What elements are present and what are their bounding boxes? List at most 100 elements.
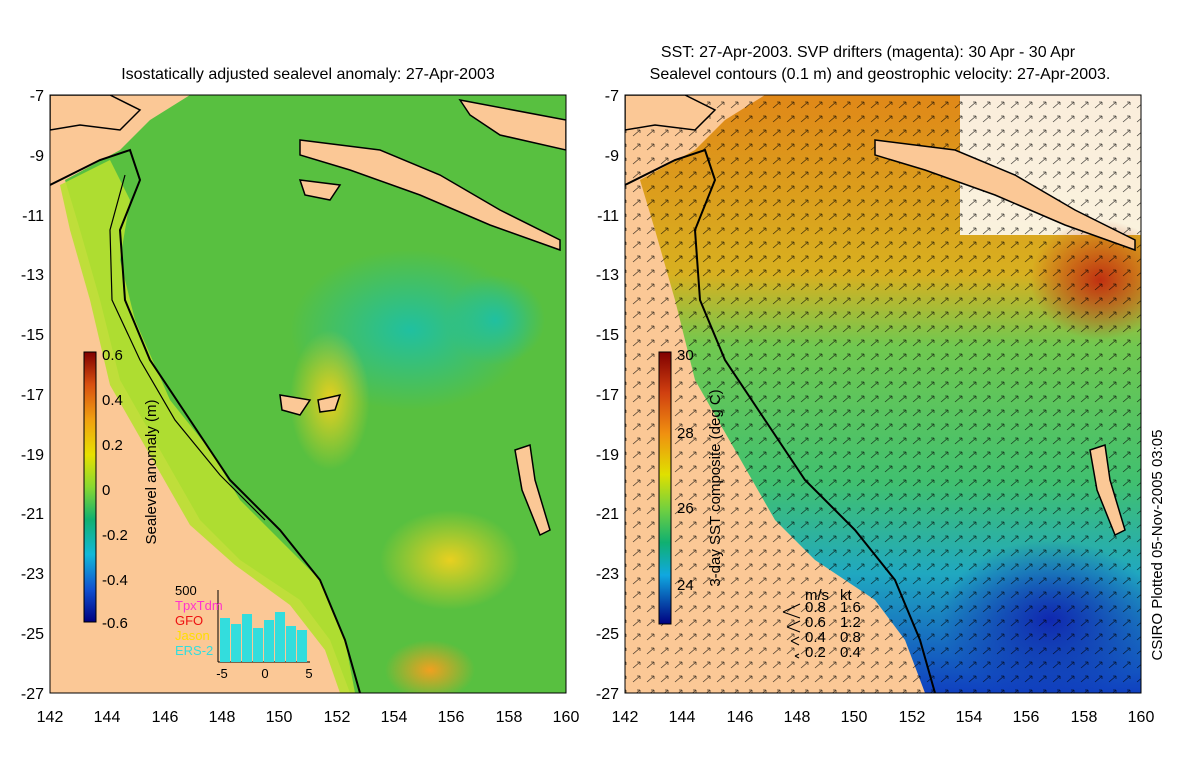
lat-tick: -19 — [21, 447, 44, 464]
lat-tick: -19 — [596, 447, 619, 464]
lat-tick: -15 — [21, 327, 44, 344]
island-solomons — [458, 98, 566, 151]
velocity-header-kt: kt — [840, 587, 853, 604]
sla-colorbar-gradient — [83, 351, 97, 623]
lon-tick: 150 — [841, 709, 868, 726]
lon-tick: 158 — [496, 709, 523, 726]
sst-panel-title-line1: SST: 27-Apr-2003. SVP drifters (magenta)… — [661, 44, 1076, 61]
histogram-y-max: 500 — [175, 583, 197, 598]
sla-colorbar-label: Sealevel anomaly (m) — [143, 399, 160, 544]
satellite-legend: TpxTdm GFO Jason ERS-2 — [175, 598, 223, 658]
island — [317, 393, 342, 413]
island — [298, 179, 342, 201]
legend-jason: Jason — [175, 628, 210, 643]
sst-map-area — [625, 95, 1141, 693]
land-png — [50, 95, 142, 131]
velocity-ms: 0.2 — [805, 644, 826, 661]
histogram-x-tick: 5 — [305, 666, 312, 681]
legend-gfo: GFO — [175, 613, 203, 628]
sst-lat-axis: -7 -9 -11 -13 -15 -17 -19 -21 -23 -25 -2… — [596, 88, 619, 703]
velocity-kt: 1.6 — [840, 599, 861, 616]
lat-tick: -7 — [605, 88, 619, 105]
lon-tick: 144 — [669, 709, 696, 726]
colorbar-tick: 28 — [677, 425, 694, 442]
island-new-caledonia — [514, 444, 551, 537]
lon-tick: 160 — [553, 709, 580, 726]
lat-tick: -23 — [596, 566, 619, 583]
velocity-arrow-icon — [786, 620, 801, 633]
lon-tick: 158 — [1071, 709, 1098, 726]
colorbar-tick: 26 — [677, 500, 694, 517]
sla-map-panel: Isostatically adjusted sealevel anomaly:… — [21, 66, 580, 726]
lon-tick: 160 — [1128, 709, 1155, 726]
sla-shelf-field — [60, 160, 355, 693]
velocity-arrow-icon — [790, 636, 800, 646]
sla-low-anomaly — [445, 275, 545, 365]
lon-tick: 142 — [37, 709, 64, 726]
histogram-bar — [275, 612, 285, 662]
histogram-bar — [264, 620, 274, 662]
lat-tick: -21 — [21, 506, 44, 523]
island — [279, 394, 312, 416]
colorbar-tick: 0 — [102, 482, 110, 499]
sla-lon-axis: 142 144 146 148 150 152 154 156 158 160 — [37, 709, 580, 726]
geostrophic-velocity-vectors — [625, 95, 1141, 693]
colorbar-tick: 30 — [677, 347, 694, 364]
histogram-x-tick: 0 — [261, 666, 268, 681]
velocity-arrow-icon — [794, 653, 800, 659]
sst-map-frame — [624, 94, 1142, 694]
lat-tick: -17 — [596, 387, 619, 404]
sla-high-anomaly — [380, 510, 520, 610]
island-new-caledonia — [1089, 444, 1126, 537]
histogram-bar — [231, 624, 241, 662]
colorbar-tick: 0.4 — [102, 392, 123, 409]
lon-tick: 146 — [727, 709, 754, 726]
coastline — [625, 148, 936, 693]
sst-colorbar: 30 28 26 24 3-day SST composite (deg C) — [658, 347, 724, 625]
sla-map-area — [50, 95, 566, 693]
lon-tick: 156 — [1013, 709, 1040, 726]
velocity-kt: 0.8 — [840, 629, 861, 646]
island-solomons — [874, 139, 1136, 252]
histogram-bar — [220, 618, 230, 662]
lon-tick: 150 — [266, 709, 293, 726]
lat-tick: -15 — [596, 327, 619, 344]
histogram-bar — [286, 626, 296, 662]
velocity-ms: 0.4 — [805, 629, 826, 646]
lat-tick: -13 — [21, 267, 44, 284]
colorbar-tick: -0.4 — [102, 572, 128, 589]
lat-tick: -27 — [21, 686, 44, 703]
velocity-ms: 0.6 — [805, 614, 826, 631]
satellite-histogram: 500 -5 0 5 TpxTdm GFO Jason — [175, 583, 313, 681]
legend-tpxtdm: TpxTdm — [175, 598, 223, 613]
legend-ers2: ERS-2 — [175, 643, 213, 658]
lat-tick: -23 — [21, 566, 44, 583]
velocity-kt: 0.4 — [840, 644, 861, 661]
sst-panel-title-line2: Sealevel contours (0.1 m) and geostrophi… — [650, 66, 1111, 83]
sla-map-frame — [49, 94, 567, 694]
lon-tick: 144 — [94, 709, 121, 726]
sst-colorbar-gradient — [658, 351, 672, 625]
histogram-bars — [220, 612, 307, 662]
lat-tick: -11 — [597, 208, 619, 225]
lon-tick: 148 — [784, 709, 811, 726]
colorbar-tick: -0.2 — [102, 527, 128, 544]
lon-tick: 142 — [612, 709, 639, 726]
histogram-bar — [297, 630, 307, 662]
sst-colorbar-label: 3-day SST composite (deg C) — [707, 389, 724, 586]
lon-tick: 156 — [438, 709, 465, 726]
sla-lat-axis: -7 -9 -11 -13 -15 -17 -19 -21 -23 -25 -2… — [21, 88, 44, 703]
lat-tick: -9 — [30, 148, 44, 165]
sst-lon-axis: 142 144 146 148 150 152 154 156 158 160 — [612, 709, 1155, 726]
coastline — [50, 148, 361, 693]
histogram-bar — [242, 614, 252, 662]
velocity-legend: m/s kt 0.8 1.6 0.6 1.2 0.4 0.8 0.2 0.4 — [782, 587, 861, 661]
lat-tick: -27 — [596, 686, 619, 703]
lat-tick: -21 — [596, 506, 619, 523]
colorbar-tick: 0.6 — [102, 347, 123, 364]
island-solomons — [299, 139, 561, 252]
histogram-x-tick: -5 — [216, 666, 228, 681]
lat-tick: -7 — [30, 88, 44, 105]
velocity-ms: 0.8 — [805, 599, 826, 616]
colorbar-tick: -0.6 — [102, 615, 128, 632]
